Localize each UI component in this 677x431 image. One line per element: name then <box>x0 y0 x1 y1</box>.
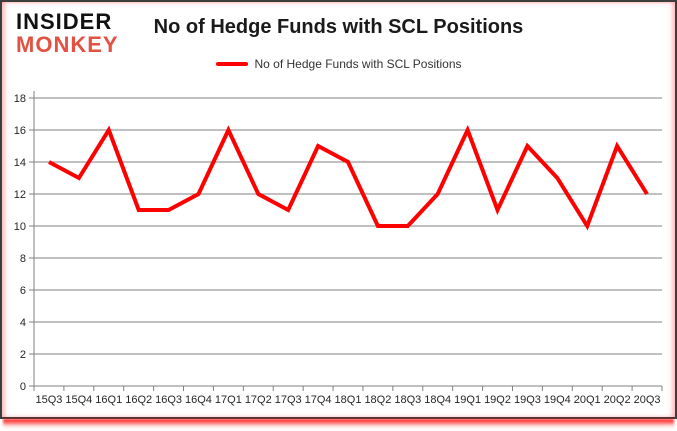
y-tick-label: 0 <box>20 381 26 393</box>
x-tick-label: 18Q3 <box>394 394 421 406</box>
x-tick-label: 20Q2 <box>604 394 631 406</box>
y-tick-label: 12 <box>14 189 26 201</box>
y-tick-label: 14 <box>14 157 26 169</box>
y-tick-label: 10 <box>14 221 26 233</box>
x-tick-label: 17Q3 <box>275 394 302 406</box>
logo-text-monkey: MONKEY <box>16 32 119 57</box>
x-tick-label: 18Q2 <box>364 394 391 406</box>
x-tick-label: 16Q1 <box>95 394 122 406</box>
legend-line-swatch <box>215 62 248 66</box>
x-tick-label: 20Q1 <box>574 394 601 406</box>
y-tick-label: 18 <box>14 93 26 105</box>
x-tick-label: 15Q3 <box>35 394 62 406</box>
y-axis-labels: 0 2 4 6 8 10 12 14 16 18 <box>14 93 26 393</box>
y-tick-label: 16 <box>14 125 26 137</box>
x-tick-label: 16Q2 <box>125 394 152 406</box>
x-tick-label: 19Q3 <box>514 394 541 406</box>
y-tick-label: 2 <box>20 349 26 361</box>
x-tick-label: 17Q2 <box>245 394 272 406</box>
insider-monkey-logo: INSIDER MONKEY <box>16 10 119 56</box>
x-tick-label: 17Q1 <box>215 394 242 406</box>
x-tick-label: 15Q4 <box>65 394 92 406</box>
x-tick-label: 19Q1 <box>454 394 481 406</box>
x-axis-labels: 15Q3 15Q4 16Q1 16Q2 16Q3 16Q4 17Q1 17Q2 17Q3 17Q4… <box>35 394 660 406</box>
legend-series-label: No of Hedge Funds with SCL Positions <box>254 57 462 71</box>
x-tick-label: 19Q2 <box>484 394 511 406</box>
axes <box>33 91 663 391</box>
chart-title: No of Hedge Funds with SCL Positions <box>153 16 524 38</box>
chart-frame: INSIDER MONKEY No of Hedge Funds with SC… <box>0 0 677 419</box>
x-tick-label: 16Q4 <box>185 394 212 406</box>
x-tick-label: 20Q3 <box>634 394 661 406</box>
x-tick-label: 18Q4 <box>424 394 451 406</box>
gridlines <box>29 97 662 387</box>
x-tick-label: 18Q1 <box>335 394 362 406</box>
x-tick-label: 19Q4 <box>544 394 571 406</box>
y-tick-label: 8 <box>20 253 26 265</box>
y-tick-label: 6 <box>20 285 26 297</box>
red-shadow-decoration <box>3 419 674 429</box>
legend: No of Hedge Funds with SCL Positions <box>2 57 675 71</box>
x-tick-label: 16Q3 <box>155 394 182 406</box>
x-tick-label: 17Q4 <box>305 394 332 406</box>
logo-text-insider: INSIDER <box>16 9 113 34</box>
series-line <box>48 124 649 231</box>
y-tick-label: 4 <box>20 317 26 329</box>
